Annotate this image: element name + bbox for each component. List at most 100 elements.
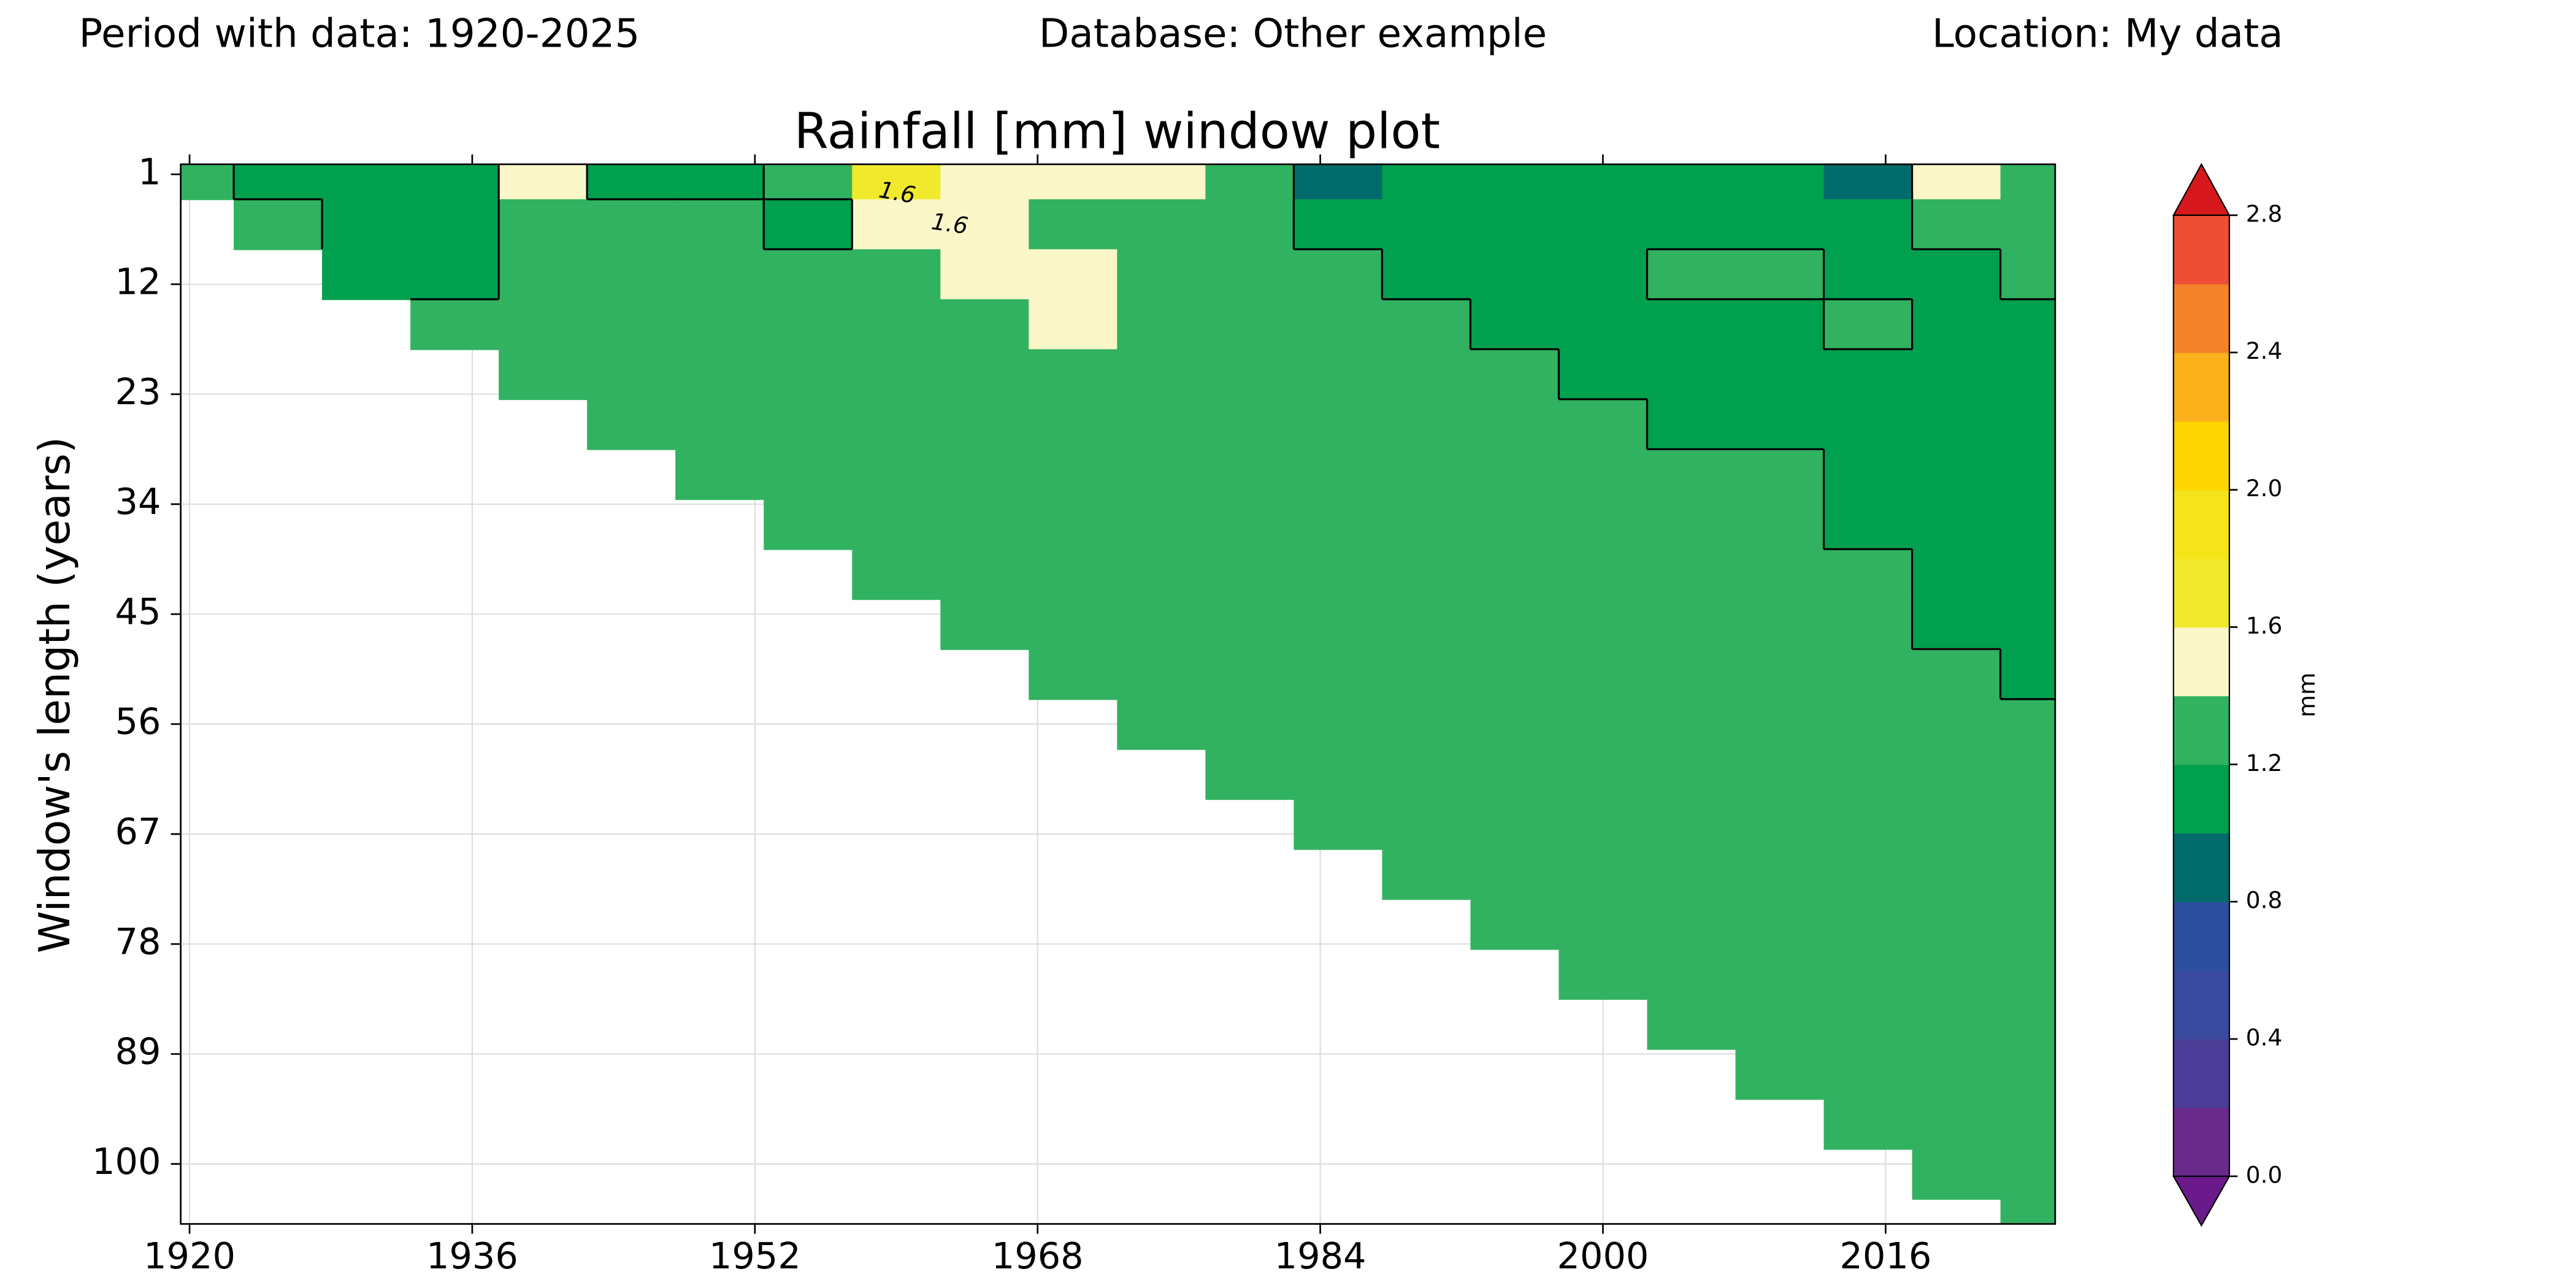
heatmap-cell [410, 249, 500, 301]
heatmap-cell [1205, 164, 1295, 201]
heatmap-cell [1470, 799, 1560, 850]
heatmap-cell [764, 449, 853, 500]
heatmap-cell [1382, 649, 1471, 700]
heatmap-cell [764, 349, 853, 401]
axes: 1920 1936 1952 1968 1984 2000 2016 1 12 23 34 45 56 6… [92, 150, 1931, 1277]
header-period: Period with data: 1920-2025 [79, 10, 640, 56]
heatmap-cell [1294, 649, 1383, 700]
y-tick-label: 1 [138, 150, 161, 193]
heatmap-cell [499, 164, 588, 201]
heatmap-cell [675, 199, 765, 250]
heatmap-cell [1912, 949, 2001, 1000]
heatmap-cell [1912, 164, 2001, 201]
heatmap-cell [1470, 399, 1560, 450]
heatmap-cell [1117, 349, 1206, 401]
chart-title: Rainfall [mm] window plot [794, 102, 1440, 160]
heatmap-cell [410, 299, 500, 350]
colorbar-tick-label: 0.0 [2246, 1161, 2283, 1188]
contours [232, 164, 2055, 700]
heatmap-cell [1382, 249, 1471, 301]
heatmap-cell [1205, 599, 1295, 650]
heatmap-cell [1117, 499, 1206, 550]
heatmap-cell [1912, 349, 2001, 401]
heatmap-cell [1647, 199, 1736, 250]
heatmap-cell [1470, 899, 1560, 950]
heatmap-cell [764, 164, 853, 201]
heatmap-cell [1912, 699, 2001, 750]
plot-frame [180, 163, 2057, 1225]
heatmap-cell [1912, 799, 2001, 850]
heatmap-cell [1117, 549, 1206, 600]
heatmap-cell [940, 549, 1030, 600]
colorbar-tick-label: 2.0 [2246, 475, 2283, 502]
heatmap-cell [587, 249, 677, 301]
heatmap-cell [1647, 164, 1736, 201]
heatmap-cell [1470, 164, 1560, 201]
heatmap-cell [1558, 249, 1648, 301]
heatmap-cell [764, 499, 853, 550]
heatmap-cell [1470, 349, 1560, 401]
y-tick-label: 89 [115, 1030, 161, 1073]
heatmap-cell [1029, 349, 1118, 401]
heatmap-cell [1029, 299, 1118, 350]
heatmap-cell [587, 164, 677, 201]
heatmap-cell [1117, 599, 1206, 650]
heatmap-cell [1558, 549, 1648, 600]
heatmap-cell [1823, 649, 1913, 700]
heatmap-cell [1470, 649, 1560, 700]
heatmap-cell [1912, 499, 2001, 550]
heatmap-cell [940, 164, 1030, 201]
heatmap-cell [764, 199, 853, 250]
heatmap-cell [1823, 349, 1913, 401]
heatmap-cell [410, 199, 500, 250]
heatmap-cell [2000, 799, 2055, 850]
heatmap-cell [1294, 164, 1383, 201]
heatmap-cell [2000, 1098, 2055, 1150]
heatmap-cell [1382, 399, 1471, 450]
heatmap-cell [499, 299, 588, 350]
heatmap-cell [940, 249, 1030, 301]
heatmap-cell [1205, 749, 1295, 800]
heatmap-cell [1912, 299, 2001, 350]
heatmap-cell [1029, 199, 1118, 250]
heatmap-cell [1912, 999, 2001, 1050]
heatmap-cell [1823, 1049, 1913, 1100]
heatmap [180, 164, 2055, 1224]
heatmap-cell [1912, 899, 2001, 950]
heatmap-cell [2000, 549, 2055, 600]
colorbar-tick-label: 2.8 [2246, 200, 2283, 227]
heatmap-cell [1647, 999, 1736, 1050]
heatmap-cell [1558, 849, 1648, 900]
heatmap-cell [1470, 599, 1560, 650]
heatmap-cell [940, 449, 1030, 500]
heatmap-cell [1470, 299, 1560, 350]
heatmap-cell [2000, 449, 2055, 500]
heatmap-cell [1382, 599, 1471, 650]
colorbar-tick-label: 1.2 [2246, 749, 2283, 776]
heatmap-cell [1205, 649, 1295, 700]
heatmap-cell [2000, 499, 2055, 550]
heatmap-cell [1647, 749, 1736, 800]
heatmap-cell [1205, 699, 1295, 750]
heatmap-cell [1117, 649, 1206, 700]
heatmap-cell [1205, 199, 1295, 250]
heatmap-cell [2000, 899, 2055, 950]
heatmap-cell [852, 249, 941, 301]
y-tick-label: 67 [115, 810, 161, 853]
colorbar-segment [2173, 696, 2229, 765]
colorbar-extend-over [2172, 163, 2231, 216]
heatmap-cell [1029, 164, 1118, 201]
heatmap-cell [1823, 549, 1913, 600]
heatmap-cell [1558, 499, 1648, 550]
heatmap-cell [1823, 249, 1913, 301]
heatmap-cell [1029, 399, 1118, 450]
heatmap-cell [2000, 399, 2055, 450]
heatmap-cell [1647, 299, 1736, 350]
heatmap-cell [1912, 849, 2001, 900]
heatmap-cell [852, 164, 941, 201]
heatmap-cell [1647, 249, 1736, 301]
heatmap-cell [2000, 164, 2055, 201]
heatmap-cell [1647, 949, 1736, 1000]
heatmap-cell [1558, 699, 1648, 750]
